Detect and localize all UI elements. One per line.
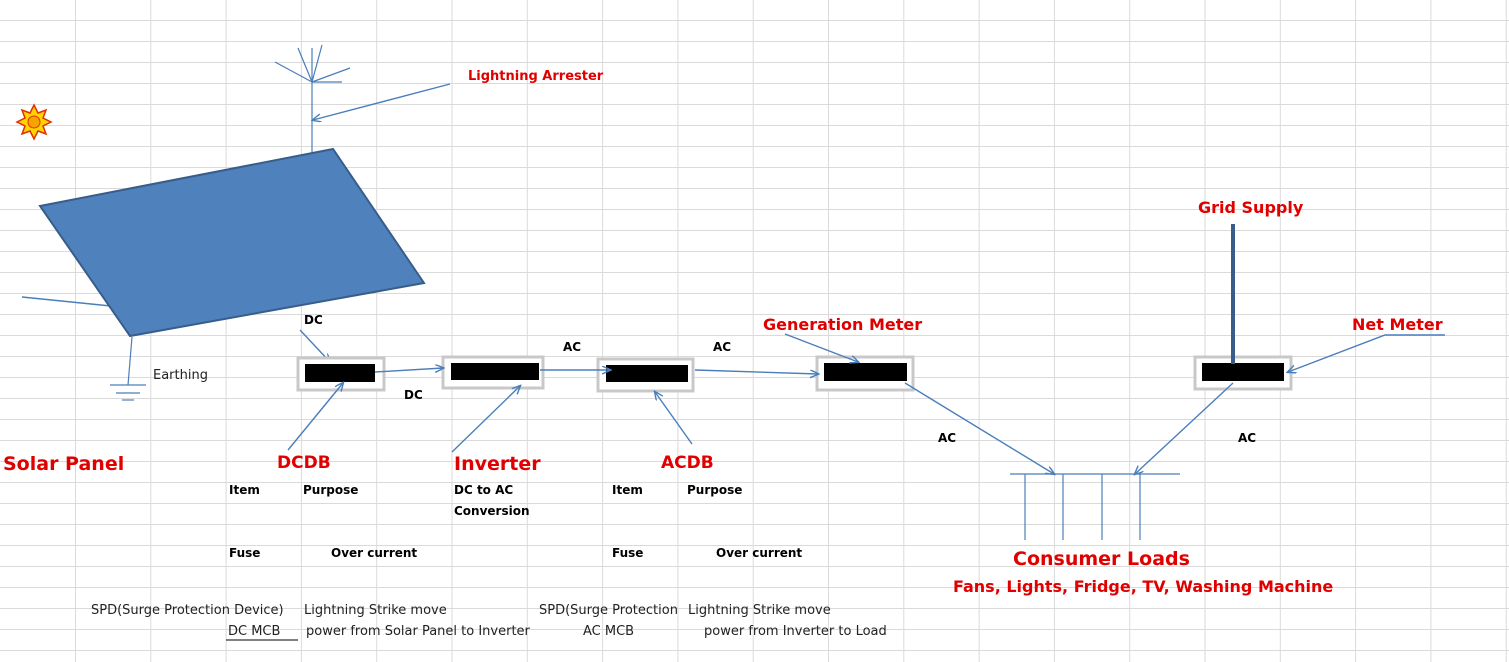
arrester-arrow [313, 83, 451, 120]
label: Solar Panel [3, 453, 124, 475]
label: Consumer Loads [1013, 548, 1190, 570]
arrow [694, 369, 818, 374]
arrow [655, 392, 693, 445]
sun-icon [15, 103, 53, 141]
label: ACDB [661, 453, 714, 473]
label: Grid Supply [1198, 198, 1304, 217]
table-cell: Lightning Strike move [688, 603, 831, 618]
arrow [374, 368, 443, 372]
label: Fans, Lights, Fridge, TV, Washing Machin… [953, 577, 1333, 596]
table-header: Purpose [303, 483, 358, 497]
table-header: Purpose [687, 483, 742, 497]
load-bus [1010, 473, 1180, 540]
table-cell: Fuse [612, 546, 643, 560]
arrow [904, 382, 1054, 474]
table-cell: Over current [331, 546, 417, 560]
table-header: Item [229, 483, 260, 497]
earthing-symbol [110, 336, 146, 401]
acdb-box [596, 357, 695, 393]
arrow [451, 386, 520, 453]
table-cell: DC MCB [228, 624, 280, 639]
table-cell: SPD(Surge Protection [539, 603, 678, 618]
label: Generation Meter [763, 315, 922, 334]
table-header: Item [612, 483, 643, 497]
dcdb-box [296, 356, 386, 392]
label: AC [563, 340, 581, 354]
inverter-box [441, 355, 545, 390]
label: DC [304, 313, 323, 327]
label: Net Meter [1352, 315, 1443, 334]
arrow [1288, 334, 1445, 372]
label: DC [404, 388, 423, 402]
note: Conversion [454, 504, 530, 518]
label: Inverter [454, 453, 541, 475]
label: AC [938, 431, 956, 445]
solar-panel [38, 147, 426, 338]
table-cell: Fuse [229, 546, 260, 560]
label: AC [1238, 431, 1256, 445]
table-cell: AC MCB [583, 624, 634, 639]
table-cell: Lightning Strike move [304, 603, 447, 618]
label: Lightning Arrester [468, 69, 604, 84]
label: AC [713, 340, 731, 354]
note: DC to AC [454, 483, 513, 497]
arrow [287, 383, 343, 451]
table-cell: SPD(Surge Protection Device) [91, 603, 284, 618]
net-meter-box [1193, 355, 1293, 391]
table-cell: power from Inverter to Load [704, 624, 887, 639]
arrow [1135, 382, 1234, 474]
label: Earthing [153, 368, 208, 383]
generation-meter-box [815, 355, 915, 392]
label: DCDB [277, 453, 331, 473]
arrow [784, 333, 858, 362]
table-cell: power from Solar Panel to Inverter [306, 624, 531, 639]
table-cell: Over current [716, 546, 802, 560]
